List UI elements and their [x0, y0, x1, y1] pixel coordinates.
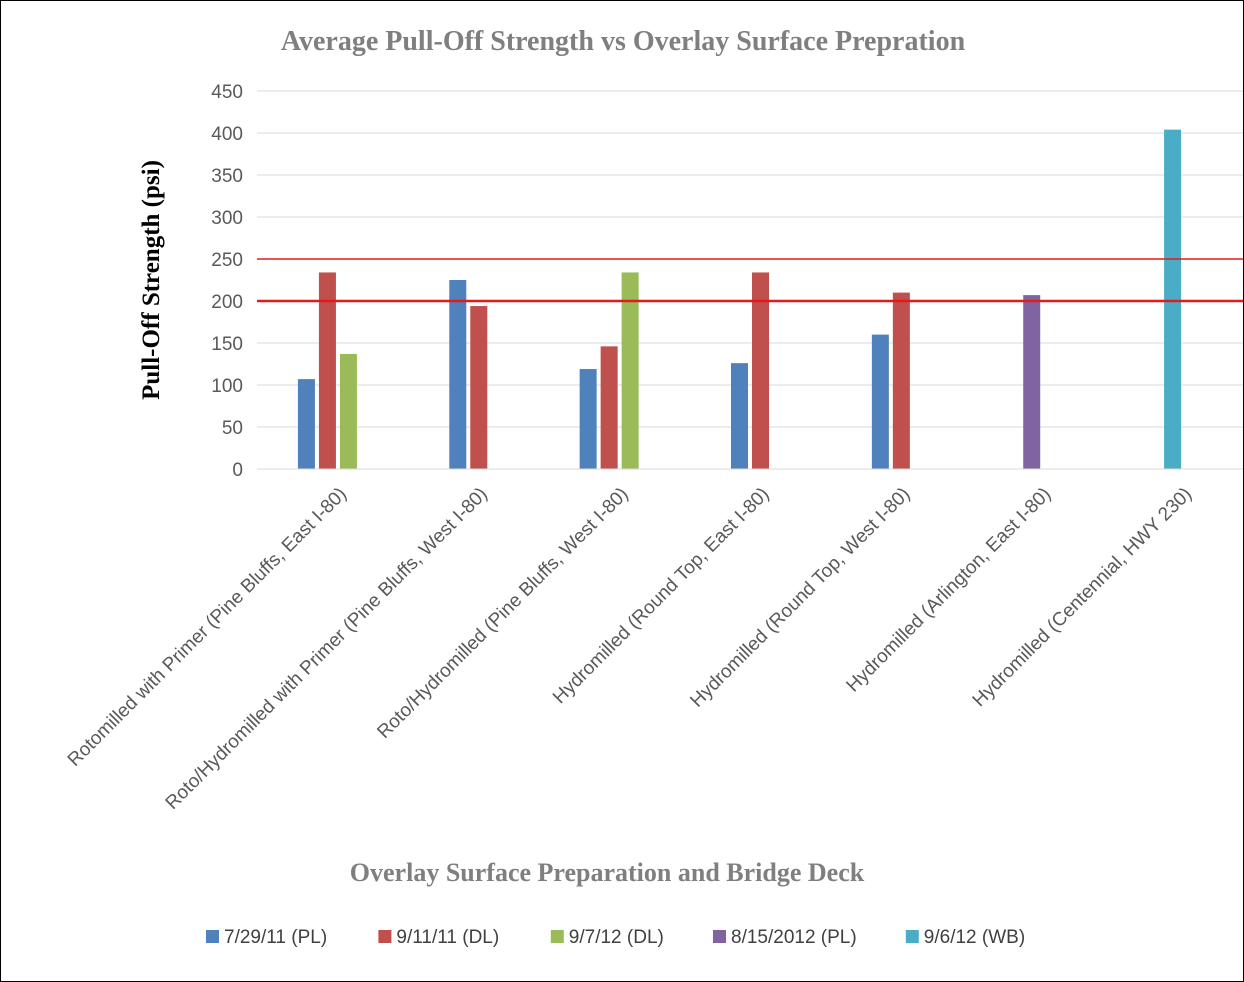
x-category-label: Rotomilled with Primer (Pine Bluffs, Eas…	[64, 484, 351, 771]
bar	[871, 334, 889, 469]
bar	[579, 369, 597, 469]
x-category-label: Roto/Hydromilled (Pine Bluffs, West I-80…	[373, 484, 632, 743]
y-axis-ticks: 0 50 100 150 200 250 300 350 400 450	[211, 82, 243, 481]
y-tick-label: 450	[211, 82, 243, 103]
legend-label: 9/7/12 (DL)	[569, 927, 664, 948]
legend-label: 8/15/2012 (PL)	[731, 927, 857, 948]
x-axis-title: Overlay Surface Preparation and Bridge D…	[350, 858, 865, 887]
y-tick-label: 200	[211, 292, 243, 313]
y-tick-label: 300	[211, 208, 243, 229]
bar	[449, 280, 467, 469]
legend-label: 9/11/11 (DL)	[396, 927, 499, 948]
x-category-label: Hydromilled (Round Top, West I-80)	[686, 484, 914, 712]
bar	[339, 353, 357, 469]
y-tick-label: 50	[222, 418, 243, 439]
y-tick-label: 100	[211, 376, 243, 397]
bar	[1023, 295, 1041, 469]
legend-label: 7/29/11 (PL)	[224, 927, 327, 948]
chart-title: Average Pull-Off Strength vs Overlay Sur…	[281, 26, 966, 57]
y-tick-label: 350	[211, 166, 243, 187]
reference-lines	[257, 258, 1243, 303]
legend-swatch	[206, 930, 219, 943]
bars	[297, 129, 1182, 469]
bar	[297, 379, 315, 469]
bar	[318, 272, 336, 469]
legend-label: 9/6/12 (WB)	[924, 927, 1025, 948]
y-axis-title: Pull-Off Strength (psi)	[138, 160, 165, 400]
bar	[1164, 129, 1182, 469]
bar	[752, 272, 769, 469]
y-tick-label: 150	[211, 334, 243, 355]
y-tick-label: 400	[211, 124, 243, 145]
category-labels: Rotomilled with Primer (Pine Bluffs, Eas…	[64, 484, 1196, 814]
x-category-label: Roto/Hydromilled with Primer (Pine Bluff…	[162, 484, 492, 814]
legend-swatch	[378, 930, 392, 943]
bar	[600, 346, 618, 469]
bar	[892, 292, 910, 469]
legend-swatch	[550, 930, 564, 943]
y-tick-label: 250	[211, 250, 243, 271]
bar	[621, 272, 639, 469]
legend-swatch	[713, 930, 726, 943]
bar	[470, 306, 488, 469]
x-category-label: Hydromilled (Centennial, HWY 230)	[969, 484, 1196, 711]
y-tick-label: 0	[232, 460, 243, 481]
bar	[731, 363, 748, 469]
legend: 7/29/11 (PL) 9/11/11 (DL) 9/7/12 (DL) 8/15/…	[206, 927, 1025, 948]
x-category-label: Hydromilled (Round Top, East I-80)	[549, 484, 773, 708]
legend-swatch	[905, 930, 919, 943]
